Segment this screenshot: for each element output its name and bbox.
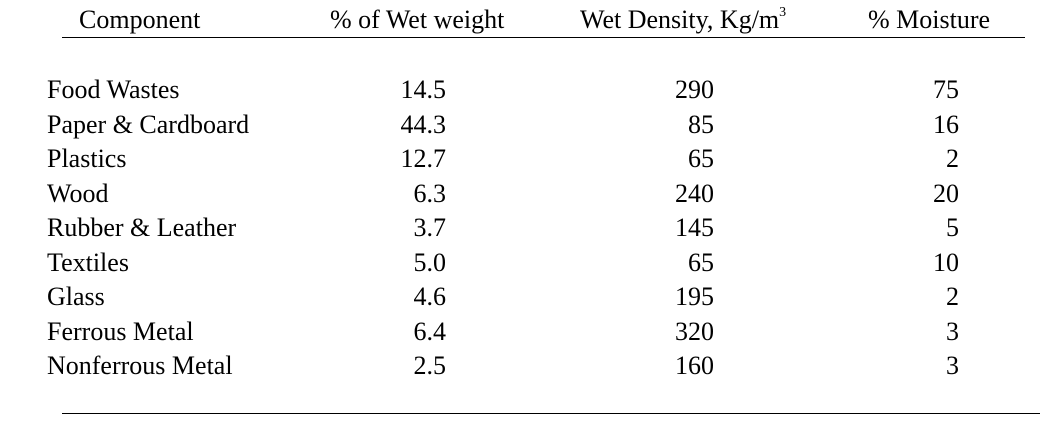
row-label: Paper & Cardboard bbox=[47, 109, 250, 139]
column-header: % Moisture bbox=[868, 5, 991, 34]
cell-value: 240 bbox=[675, 178, 714, 208]
row-label: Plastics bbox=[47, 144, 127, 173]
row-label: Nonferrous Metal bbox=[47, 351, 233, 380]
row-label: Wood bbox=[47, 178, 109, 208]
row-label: Glass bbox=[47, 282, 105, 311]
cell-value: 12.7 bbox=[400, 144, 447, 173]
cell-value: 16 bbox=[933, 109, 959, 139]
cell-value: 3 bbox=[946, 316, 959, 346]
cell-value: 65 bbox=[688, 144, 714, 173]
cell-value: 10 bbox=[933, 247, 959, 277]
cell-value: 2 bbox=[946, 282, 959, 311]
cell-value: 65 bbox=[688, 247, 714, 277]
cell-value: 44.3 bbox=[400, 109, 447, 139]
bottom-rule bbox=[62, 413, 1040, 414]
cell-value: 145 bbox=[675, 213, 714, 242]
row-label: Textiles bbox=[47, 247, 129, 277]
cell-value: 5.0 bbox=[413, 247, 447, 277]
cell-value: 14.5 bbox=[400, 75, 447, 104]
cell-value: 75 bbox=[933, 75, 959, 104]
cell-value: 6.3 bbox=[413, 178, 447, 208]
cell-value: 5 bbox=[946, 213, 959, 242]
header-rule bbox=[62, 37, 1025, 38]
cell-value: 160 bbox=[675, 351, 714, 380]
cell-value: 6.4 bbox=[413, 316, 447, 346]
cell-value: 3 bbox=[946, 351, 959, 380]
header-superscript: 3 bbox=[779, 5, 787, 20]
cell-value: 290 bbox=[675, 75, 714, 104]
header-text: Wet Density, Kg/m bbox=[580, 5, 780, 34]
cell-value: 195 bbox=[675, 282, 714, 311]
row-label: Ferrous Metal bbox=[47, 316, 194, 346]
cell-value: 2 bbox=[946, 144, 959, 173]
cell-value: 320 bbox=[675, 316, 714, 346]
cell-value: 4.6 bbox=[413, 282, 447, 311]
column-header: % of Wet weight bbox=[330, 5, 505, 34]
cell-value: 20 bbox=[933, 178, 959, 208]
cell-value: 2.5 bbox=[413, 351, 447, 380]
column-header: Wet Density, Kg/m3 bbox=[580, 5, 786, 40]
column-header: Component bbox=[79, 5, 201, 34]
cell-value: 3.7 bbox=[413, 213, 447, 242]
row-label: Rubber & Leather bbox=[47, 213, 237, 242]
cell-value: 85 bbox=[688, 109, 714, 139]
row-label: Food Wastes bbox=[47, 75, 180, 104]
